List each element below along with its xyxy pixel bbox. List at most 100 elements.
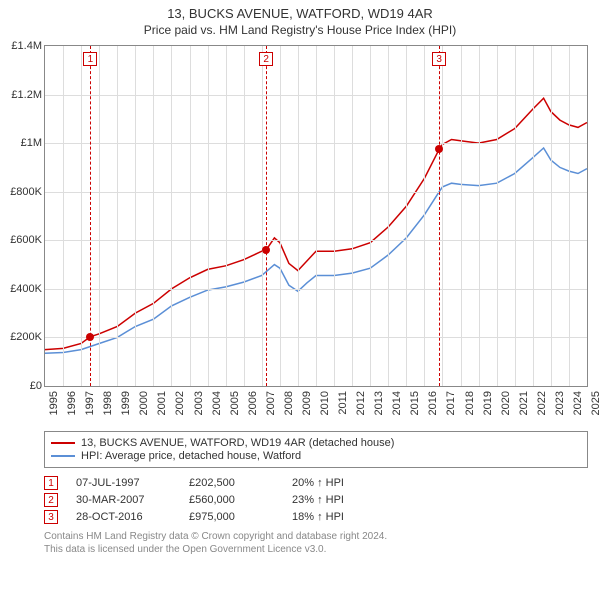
- y-tick-label: £0: [4, 380, 42, 392]
- gridline-vertical: [352, 46, 353, 386]
- event-row: 2 30-MAR-2007 £560,000 23% ↑ HPI: [44, 493, 588, 507]
- x-tick-label: 2000: [138, 391, 150, 415]
- footer-attribution: Contains HM Land Registry data © Crown c…: [44, 530, 588, 556]
- gridline-vertical: [190, 46, 191, 386]
- chart-subtitle: Price paid vs. HM Land Registry's House …: [0, 23, 600, 37]
- gridline-vertical: [424, 46, 425, 386]
- event-line: [439, 46, 440, 386]
- gridline-vertical: [497, 46, 498, 386]
- x-tick-label: 2017: [445, 391, 457, 415]
- x-tick-label: 2014: [391, 391, 403, 415]
- legend-swatch: [51, 455, 75, 457]
- x-tick-label: 2012: [355, 391, 367, 415]
- gridline-vertical: [515, 46, 516, 386]
- x-tick-label: 1995: [48, 391, 60, 415]
- x-tick-label: 2009: [301, 391, 313, 415]
- y-tick-label: £800K: [4, 186, 42, 198]
- event-pct: 18% ↑ HPI: [292, 511, 382, 523]
- event-row: 328-OCT-2016£975,00018% ↑ HPI: [44, 510, 588, 524]
- y-axis: £0£200K£400K£600K£800K£1M£1.2M£1.4M: [4, 46, 44, 388]
- event-data-point: [86, 333, 94, 341]
- x-tick-label: 2024: [572, 391, 584, 415]
- gridline-vertical: [442, 46, 443, 386]
- y-tick-label: £200K: [4, 331, 42, 343]
- event-badge: 3: [44, 510, 58, 524]
- legend-item: HPI: Average price, detached house, Watf…: [51, 450, 581, 462]
- gridline-vertical: [316, 46, 317, 386]
- gridline-vertical: [117, 46, 118, 386]
- footer-line1: Contains HM Land Registry data © Crown c…: [44, 530, 588, 543]
- gridline-vertical: [262, 46, 263, 386]
- x-tick-label: 2013: [373, 391, 385, 415]
- gridline-vertical: [153, 46, 154, 386]
- footer-line2: This data is licensed under the Open Gov…: [44, 543, 588, 556]
- x-tick-label: 2007: [265, 391, 277, 415]
- gridline-vertical: [63, 46, 64, 386]
- x-tick-label: 1997: [84, 391, 96, 415]
- gridline-vertical: [370, 46, 371, 386]
- event-date: 30-MAR-2007: [76, 494, 171, 506]
- x-tick-label: 2025: [590, 391, 600, 415]
- event-data-point: [435, 145, 443, 153]
- event-marker: 3: [432, 52, 446, 66]
- x-tick-label: 2020: [500, 391, 512, 415]
- gridline-vertical: [533, 46, 534, 386]
- legend-label: HPI: Average price, detached house, Watf…: [81, 450, 301, 462]
- x-tick-label: 2001: [156, 391, 168, 415]
- gridline-vertical: [298, 46, 299, 386]
- gridline-vertical: [406, 46, 407, 386]
- x-tick-label: 2021: [518, 391, 530, 415]
- y-tick-label: £600K: [4, 234, 42, 246]
- gridline-vertical: [569, 46, 570, 386]
- event-data-point: [262, 246, 270, 254]
- event-pct: 23% ↑ HPI: [292, 494, 382, 506]
- x-tick-label: 2022: [536, 391, 548, 415]
- event-badge: 1: [44, 476, 58, 490]
- event-badge: 2: [44, 493, 58, 507]
- x-tick-label: 2016: [427, 391, 439, 415]
- gridline-vertical: [280, 46, 281, 386]
- gridline-vertical: [226, 46, 227, 386]
- gridline-vertical: [208, 46, 209, 386]
- x-tick-label: 2006: [247, 391, 259, 415]
- y-tick-label: £1M: [4, 137, 42, 149]
- x-tick-label: 2003: [193, 391, 205, 415]
- y-tick-label: £400K: [4, 283, 42, 295]
- legend: 13, BUCKS AVENUE, WATFORD, WD19 4AR (det…: [44, 431, 588, 468]
- legend-label: 13, BUCKS AVENUE, WATFORD, WD19 4AR (det…: [81, 437, 394, 449]
- gridline-vertical: [81, 46, 82, 386]
- legend-swatch: [51, 442, 75, 444]
- event-row: 1 07-JUL-1997 £202,500 20% ↑ HPI: [44, 476, 588, 490]
- x-tick-label: 2023: [554, 391, 566, 415]
- x-tick-label: 2015: [409, 391, 421, 415]
- x-tick-label: 1999: [120, 391, 132, 415]
- gridline-vertical: [135, 46, 136, 386]
- chart-title: 13, BUCKS AVENUE, WATFORD, WD19 4AR: [0, 6, 600, 21]
- event-price: £975,000: [189, 511, 274, 523]
- chart-plot-area: 1 2 3: [44, 45, 588, 387]
- x-tick-label: 2008: [283, 391, 295, 415]
- x-tick-label: 2011: [337, 391, 349, 415]
- gridline-vertical: [479, 46, 480, 386]
- gridline-vertical: [551, 46, 552, 386]
- legend-item: 13, BUCKS AVENUE, WATFORD, WD19 4AR (det…: [51, 437, 581, 449]
- x-tick-label: 1998: [102, 391, 114, 415]
- x-tick-label: 2018: [464, 391, 476, 415]
- gridline-vertical: [99, 46, 100, 386]
- y-tick-label: £1.2M: [4, 89, 42, 101]
- event-price: £560,000: [189, 494, 274, 506]
- event-marker: 1: [83, 52, 97, 66]
- x-tick-label: 2002: [174, 391, 186, 415]
- x-axis: 1995199619971998199920002001200220032004…: [44, 387, 588, 427]
- event-pct: 20% ↑ HPI: [292, 477, 382, 489]
- gridline-vertical: [334, 46, 335, 386]
- x-tick-label: 2010: [319, 391, 331, 415]
- gridline-vertical: [388, 46, 389, 386]
- event-date: 07-JUL-1997: [76, 477, 171, 489]
- x-tick-label: 2019: [482, 391, 494, 415]
- event-marker: 2: [259, 52, 273, 66]
- event-line: [266, 46, 267, 386]
- x-tick-label: 2005: [229, 391, 241, 415]
- events-table: 1 07-JUL-1997 £202,500 20% ↑ HPI 2 30-MAR-200…: [44, 476, 588, 524]
- event-price: £202,500: [189, 477, 274, 489]
